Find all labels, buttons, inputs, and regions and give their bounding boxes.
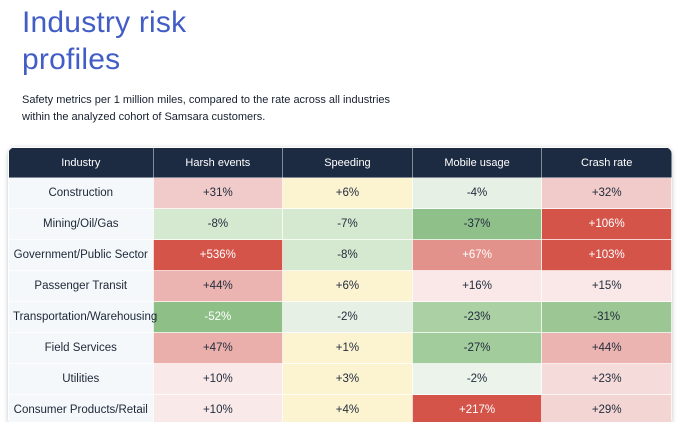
industry-cell: Passenger Transit <box>8 270 154 302</box>
value-cell: +103% <box>541 239 672 271</box>
column-header-industry: Industry <box>8 147 154 178</box>
value-cell: +3% <box>282 363 413 395</box>
industry-cell: Mining/Oil/Gas <box>8 208 154 240</box>
header-row: Industry Harsh events Speeding Mobile usage… <box>8 147 672 178</box>
value-cell: +217% <box>411 394 543 422</box>
column-header: Crash rate <box>541 147 672 178</box>
value-cell: +44% <box>152 270 284 302</box>
table-row: Utilities +10% +3% -2% +23% <box>8 363 672 395</box>
table-body: Construction +31% +6% -4% +32% Mining/Oil/Gas… <box>8 177 672 422</box>
column-header: Mobile usage <box>411 147 543 178</box>
value-cell: -8% <box>282 239 413 271</box>
page: Industry risk profiles Safety metrics pe… <box>0 4 680 422</box>
value-cell: +15% <box>541 270 672 302</box>
value-cell: +31% <box>152 177 284 209</box>
industry-cell: Construction <box>8 177 154 209</box>
value-cell: +29% <box>541 394 672 422</box>
value-cell: +536% <box>152 239 284 271</box>
industry-cell: Government/Public Sector <box>8 239 154 271</box>
table-row: Passenger Transit +44% +6% +16% +15% <box>8 270 672 302</box>
value-cell: -23% <box>411 301 543 333</box>
value-cell: +67% <box>411 239 543 271</box>
column-header: Speeding <box>282 147 413 178</box>
value-cell: +47% <box>152 332 284 364</box>
value-cell: +6% <box>282 270 413 302</box>
value-cell: +10% <box>152 363 284 395</box>
value-cell: +1% <box>282 332 413 364</box>
table-header: Industry Harsh events Speeding Mobile usage… <box>8 147 672 178</box>
industry-cell: Utilities <box>8 363 154 395</box>
table-row: Construction +31% +6% -4% +32% <box>8 177 672 209</box>
value-cell: -37% <box>411 208 543 240</box>
value-cell: -2% <box>411 363 543 395</box>
table-row: Consumer Products/Retail +10% +4% +217% +29% <box>8 394 672 422</box>
value-cell: -8% <box>152 208 284 240</box>
value-cell: +16% <box>411 270 543 302</box>
table-row: Field Services +47% +1% -27% +44% <box>8 332 672 364</box>
value-cell: -27% <box>411 332 543 364</box>
page-subtitle: Safety metrics per 1 million miles, comp… <box>22 94 391 123</box>
table-row: Mining/Oil/Gas -8% -7% -37% +106% <box>8 208 672 240</box>
value-cell: -2% <box>282 301 413 333</box>
industry-cell: Transportation/Warehousing <box>8 301 157 333</box>
table-row: Government/Public Sector +536% -8% +67% +103… <box>8 239 672 271</box>
value-cell: -52% <box>152 301 284 333</box>
value-cell: +4% <box>282 394 413 422</box>
value-cell: +10% <box>152 394 284 422</box>
risk-table: Industry Harsh events Speeding Mobile usage… <box>8 147 672 422</box>
value-cell: -7% <box>282 208 413 240</box>
value-cell: -31% <box>541 301 672 333</box>
value-cell: +32% <box>541 177 672 209</box>
industry-cell: Consumer Products/Retail <box>8 394 154 422</box>
page-title: Industry risk profiles <box>22 6 187 76</box>
value-cell: +44% <box>541 332 672 364</box>
value-cell: +23% <box>541 363 672 395</box>
value-cell: -4% <box>411 177 543 209</box>
industry-cell: Field Services <box>8 332 154 364</box>
column-header: Harsh events <box>152 147 284 178</box>
value-cell: +6% <box>282 177 413 209</box>
risk-table-container: Industry Harsh events Speeding Mobile usage… <box>8 147 672 422</box>
table-row: Transportation/Warehousing -52% -2% -23% -31… <box>8 301 672 333</box>
value-cell: +106% <box>541 208 672 240</box>
